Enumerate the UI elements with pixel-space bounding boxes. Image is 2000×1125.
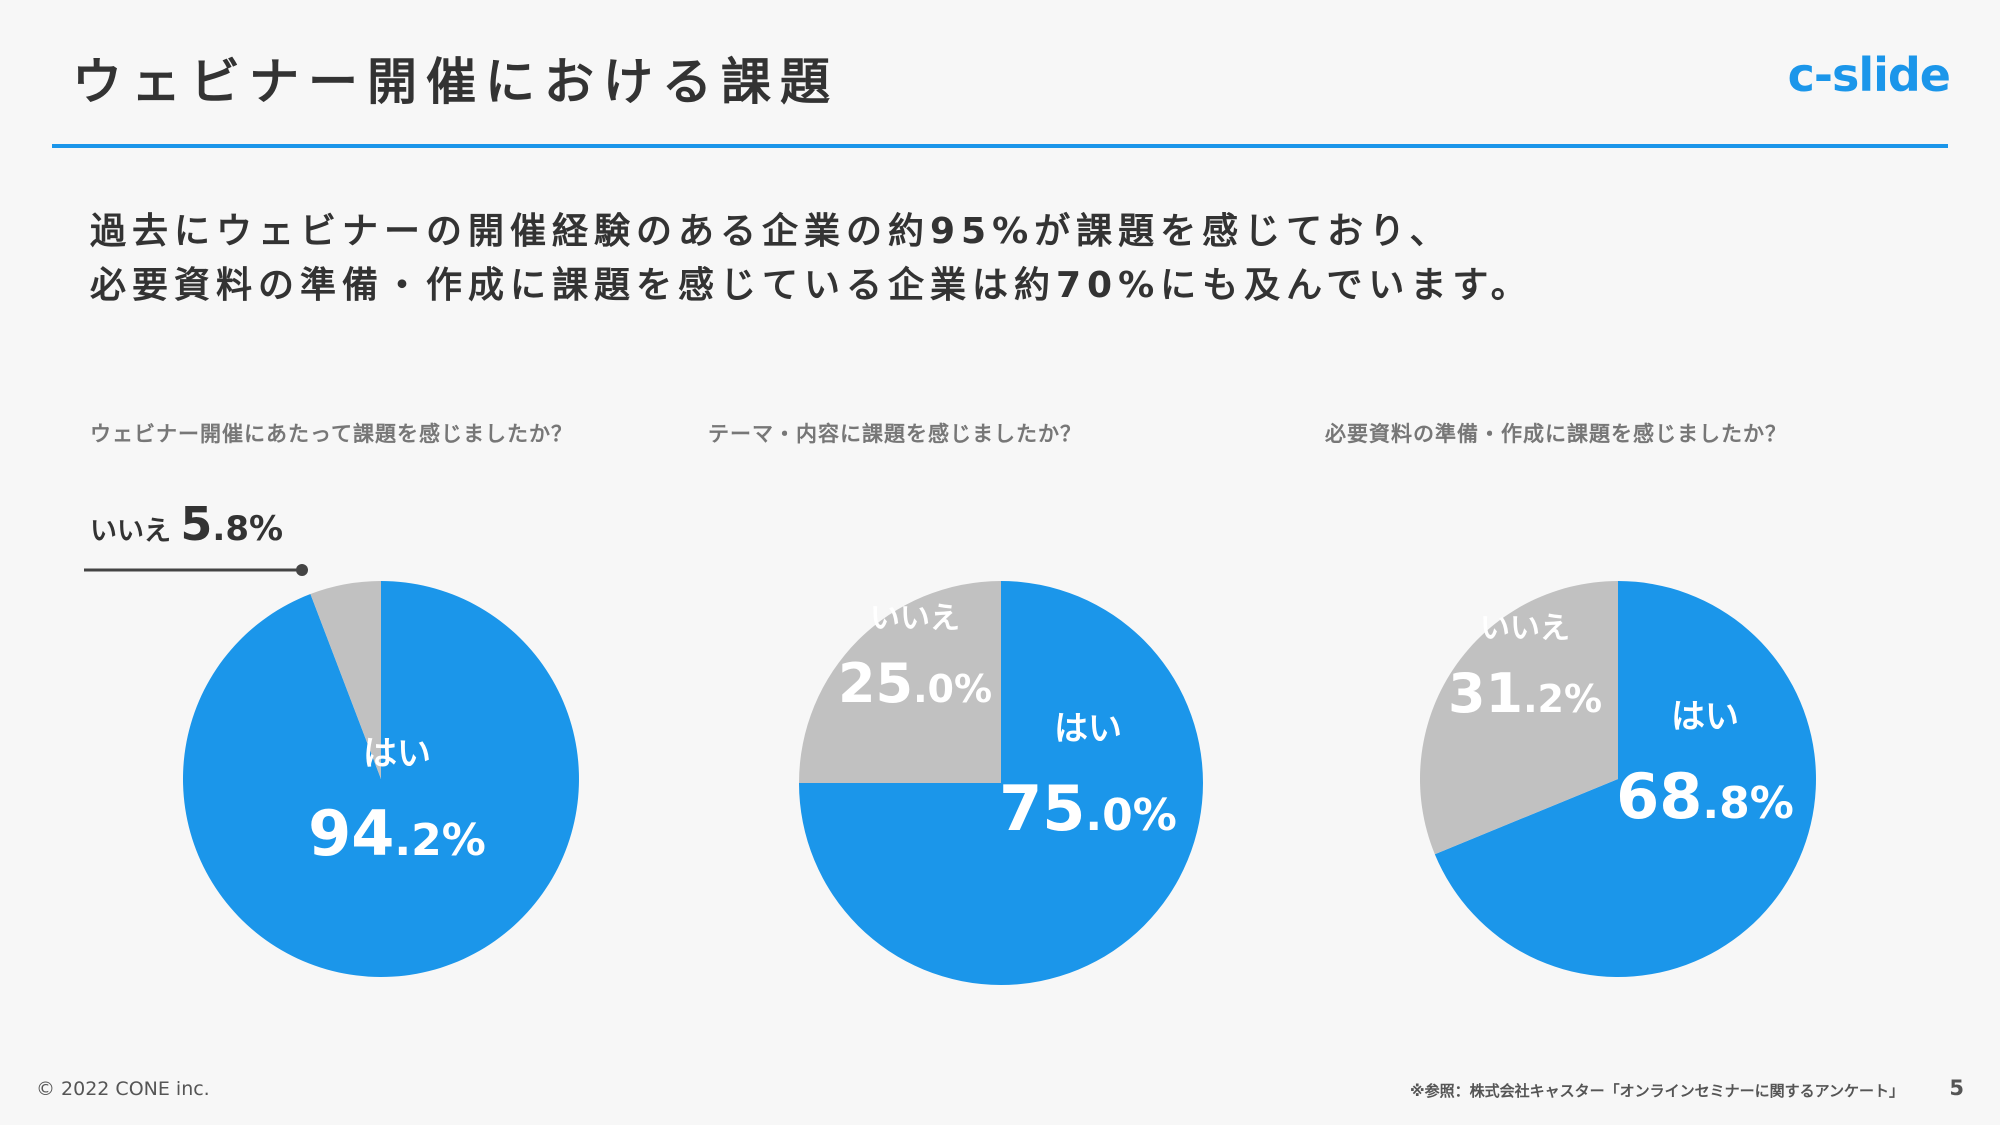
- pie-1-value-no-dec: .8%: [212, 509, 283, 549]
- chart-3-question: 必要資料の準備・作成に課題を感じましたか？: [1325, 422, 1787, 446]
- pie-1-value-yes: 94.2%: [308, 797, 486, 870]
- pie-3-value-no-int: 31: [1448, 662, 1523, 725]
- pie-2-value-yes: 75.0%: [999, 772, 1177, 845]
- pie-1-callout-dot: [296, 564, 308, 576]
- pie-2-value-no-int: 25: [838, 652, 913, 715]
- pie-1-slice-no: [310, 581, 381, 779]
- pie-1-value-yes-int: 94: [308, 797, 394, 870]
- page-number: 5: [1949, 1076, 1964, 1100]
- lead-line-1: 過去にウェビナーの開催経験のある企業の約95%が課題を感じており、: [90, 211, 1452, 252]
- pie-1-label-yes: はい: [363, 734, 431, 774]
- source-note: ※参照：株式会社キャスター「オンラインセミナーに関するアンケート」: [1410, 1082, 1904, 1100]
- pie-3-slice-no: [1419, 581, 1618, 855]
- pie-3-slice-yes: [1434, 581, 1816, 977]
- chart-2-question: テーマ・内容に課題を感じましたか？: [708, 422, 1082, 446]
- pie-1-label-no: いいえ 5.8%: [90, 497, 283, 551]
- pie-1-value-no-int: 5: [180, 497, 212, 551]
- pie-2-label-yes: はい: [1054, 709, 1122, 749]
- pie-1-label-no-text: いいえ: [90, 516, 180, 547]
- pie-3-value-no: 31.2%: [1448, 662, 1602, 725]
- pie-3-value-no-dec: .2%: [1523, 677, 1602, 721]
- lead-text: 過去にウェビナーの開催経験のある企業の約95%が課題を感じており、 必要資料の準…: [90, 205, 1533, 313]
- pie-2-value-yes-dec: .0%: [1085, 790, 1176, 841]
- title-divider: [52, 144, 1948, 148]
- brand-logo: c-slide: [1787, 48, 1951, 102]
- lead-line-2: 必要資料の準備・作成に課題を感じている企業は約70%にも及んでいます。: [90, 265, 1533, 306]
- pie-3-value-yes: 68.8%: [1616, 760, 1794, 833]
- pie-2-value-yes-int: 75: [999, 772, 1085, 845]
- pie-3-label-no: いいえ: [1480, 611, 1570, 646]
- pie-2-value-no-dec: .0%: [913, 667, 992, 711]
- pie-3-label-yes: はい: [1671, 697, 1739, 737]
- pie-2-value-no: 25.0%: [838, 652, 992, 715]
- chart-1-question: ウェビナー開催にあたって課題を感じましたか？: [90, 422, 573, 446]
- pie-2-slice-no: [799, 581, 1001, 783]
- pie-3-value-yes-dec: .8%: [1702, 778, 1793, 829]
- pie-3-value-yes-int: 68: [1616, 760, 1702, 833]
- copyright: © 2022 CONE inc.: [36, 1078, 210, 1100]
- page-title: ウェビナー開催における課題: [72, 53, 839, 111]
- pie-1-slice-yes: [182, 581, 579, 977]
- pie-2-label-no: いいえ: [870, 601, 960, 636]
- pie-1-value-yes-dec: .2%: [394, 815, 485, 866]
